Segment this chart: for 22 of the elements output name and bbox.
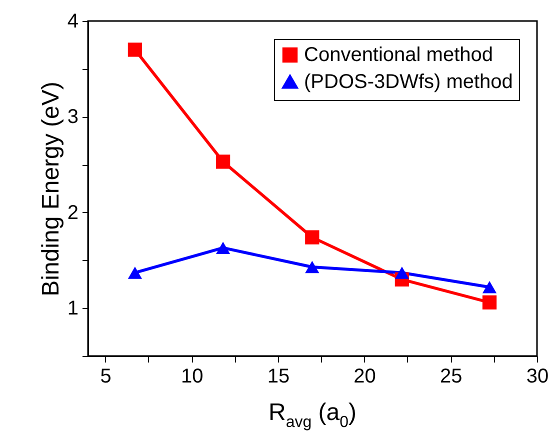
y-tick-label: 3 bbox=[67, 106, 78, 128]
legend-label: (PDOS-3DWfs) method bbox=[304, 71, 513, 93]
y-tick-label: 4 bbox=[67, 10, 78, 32]
point bbox=[482, 295, 497, 310]
legend-label: Conventional method bbox=[304, 44, 494, 66]
point bbox=[305, 260, 320, 274]
x-tick-label: 15 bbox=[267, 366, 290, 388]
x-tick-label: 5 bbox=[100, 366, 112, 388]
x-tick-label: 10 bbox=[180, 366, 204, 388]
y-tick-label: 2 bbox=[67, 202, 78, 224]
point bbox=[394, 266, 410, 279]
point bbox=[305, 230, 320, 244]
x-tick-label: 25 bbox=[440, 366, 462, 388]
x-tick-label: 20 bbox=[354, 366, 376, 388]
y-tick-label: 1 bbox=[67, 298, 78, 320]
point bbox=[128, 42, 142, 57]
point bbox=[482, 280, 497, 294]
y-axis-title: Binding Energy (eV) bbox=[37, 82, 64, 296]
x-tick-label: 30 bbox=[526, 366, 549, 388]
point bbox=[216, 242, 230, 254]
point bbox=[216, 154, 230, 169]
point bbox=[128, 266, 142, 279]
